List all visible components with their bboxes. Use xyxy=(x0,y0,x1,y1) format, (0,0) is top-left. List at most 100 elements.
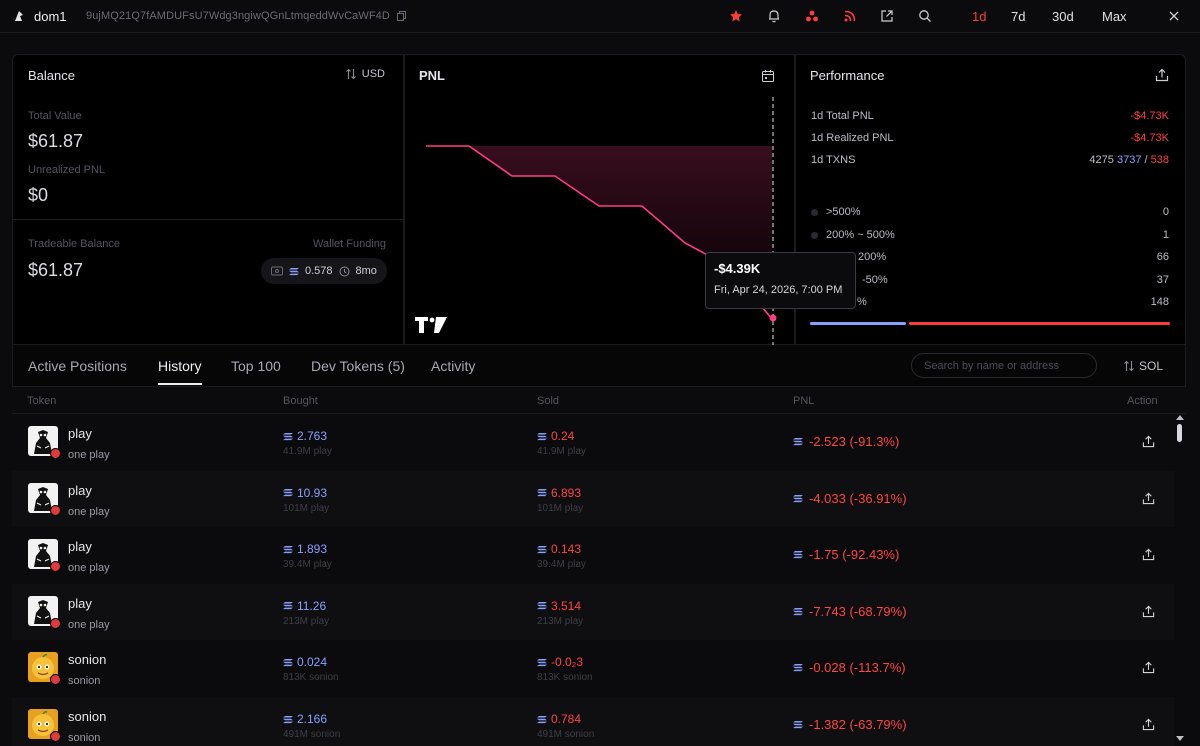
share-icon[interactable] xyxy=(1142,605,1155,618)
bucket-row: -50% 37 xyxy=(811,274,1169,286)
table-row[interactable]: play one play 10.93 101M play 6.893 101M play… xyxy=(12,470,1174,527)
sold-amount: 0.24 xyxy=(537,429,574,443)
search-icon[interactable] xyxy=(918,9,932,23)
platform-badge-icon xyxy=(50,731,61,742)
rss-icon[interactable] xyxy=(843,9,857,23)
app-logo-icon xyxy=(15,11,23,21)
currency-label: USD xyxy=(361,68,385,80)
range-7d[interactable]: 7d xyxy=(1011,9,1026,24)
bucket-count: 37 xyxy=(1156,274,1169,286)
header-token: Token xyxy=(27,395,57,407)
copy-icon[interactable] xyxy=(397,11,406,21)
token-name[interactable]: sonion xyxy=(68,652,107,668)
scrollbar-thumb[interactable] xyxy=(1177,424,1182,442)
bought-tokens: 41.9M play xyxy=(283,446,332,457)
sol-icon xyxy=(537,658,547,666)
platform-badge-icon xyxy=(50,617,61,629)
calendar-icon[interactable] xyxy=(761,69,775,83)
tab-top-100[interactable]: Top 100 xyxy=(231,358,281,374)
table-row[interactable]: play one play 1.893 39.4M play 0.143 39.4M pl… xyxy=(12,527,1174,583)
total-pnl-label: 1d Total PNL xyxy=(811,110,874,122)
swap-icon xyxy=(1124,360,1134,372)
token-avatar[interactable] xyxy=(28,595,58,626)
sol-icon xyxy=(793,607,803,615)
table-row[interactable]: play one play 11.26 213M play 3.514 213M play… xyxy=(12,583,1174,640)
sold-amount: 3.514 xyxy=(537,599,581,613)
sol-icon xyxy=(537,602,547,610)
bought-amount: 2.166 xyxy=(283,712,327,726)
scroll-down-icon[interactable] xyxy=(1176,736,1184,742)
currency-toggle[interactable]: USD xyxy=(345,68,385,80)
token-avatar[interactable] xyxy=(28,652,58,683)
range-30d[interactable]: 30d xyxy=(1052,9,1074,24)
realized-pnl-value: -$4.73K xyxy=(1130,132,1169,144)
sol-icon xyxy=(537,545,547,553)
sold-tokens: 41.9M play xyxy=(537,446,586,457)
total-pnl-value: -$4.73K xyxy=(1130,110,1169,122)
sol-icon xyxy=(283,432,293,440)
platform-badge-icon xyxy=(50,674,61,686)
tooltip-value: -$4.39K xyxy=(714,261,761,276)
history-table: play one play 2.763 41.9M play 0.24 41.9M pla… xyxy=(12,414,1186,746)
pnl-amount: -1.382 (-63.79%) xyxy=(793,717,907,732)
sold-tokens: 491M sonion xyxy=(537,729,595,740)
bucket-count: 66 xyxy=(1156,251,1169,263)
share-icon[interactable] xyxy=(1142,435,1155,448)
search-input[interactable] xyxy=(911,353,1097,378)
token-name[interactable]: play xyxy=(68,426,92,441)
token-avatar[interactable] xyxy=(28,709,58,739)
table-row[interactable]: play one play 2.763 41.9M play 0.24 41.9M pla… xyxy=(12,414,1174,470)
tooltip-date: Fri, Apr 24, 2026, 7:00 PM xyxy=(714,284,843,296)
tab-active-positions[interactable]: Active Positions xyxy=(28,358,127,374)
table-row[interactable]: sonion sonion 0.024 813K sonion -0.0₂3 813K s… xyxy=(12,640,1174,696)
share-icon[interactable] xyxy=(1142,492,1155,505)
pnl-tooltip: -$4.39K Fri, Apr 24, 2026, 7:00 PM xyxy=(705,252,856,309)
tab-dev-tokens[interactable]: Dev Tokens (5) xyxy=(311,358,405,374)
pnl-value: -7.743 (-68.79%) xyxy=(809,603,907,619)
pnl-title: PNL xyxy=(419,68,445,83)
bucket-row: 200% ~ 500% 1 xyxy=(811,229,1169,241)
top-bar: dom1 9ujMQ21Q7fAMDUFsU7Wdg3ngiwQGnLtmqed… xyxy=(0,0,1200,33)
range-max[interactable]: Max xyxy=(1102,9,1127,24)
realized-pnl-row: 1d Realized PNL -$4.73K xyxy=(811,132,1169,144)
share-icon[interactable] xyxy=(1155,68,1169,82)
swap-icon xyxy=(345,68,356,80)
scroll-up-icon[interactable] xyxy=(1176,414,1184,420)
share-icon[interactable] xyxy=(1142,718,1155,731)
bell-icon[interactable] xyxy=(767,9,781,23)
bought-value: 0.024 xyxy=(297,655,328,670)
token-name[interactable]: play xyxy=(68,595,92,611)
platform-badge-icon xyxy=(50,561,61,573)
unit-label: SOL xyxy=(1139,359,1164,373)
bought-value: 1.893 xyxy=(297,542,328,557)
tab-activity[interactable]: Activity xyxy=(431,358,476,374)
token-name[interactable]: sonion xyxy=(68,709,107,724)
table-row[interactable]: sonion sonion 2.166 491M sonion 0.784 491M so… xyxy=(12,697,1174,746)
close-icon[interactable] xyxy=(1168,10,1180,22)
range-1d[interactable]: 1d xyxy=(972,9,987,24)
share-icon[interactable] xyxy=(1142,661,1155,674)
external-link-icon[interactable] xyxy=(880,9,894,23)
unit-toggle[interactable]: SOL xyxy=(1123,359,1163,373)
star-icon[interactable] xyxy=(729,9,743,23)
bought-amount: 1.893 xyxy=(283,542,327,556)
sold-value: 0.24 xyxy=(551,429,575,443)
divider xyxy=(13,219,403,220)
wallet-address: 9ujMQ21Q7fAMDUFsU7Wdg3ngiwQGnLtmqeddWvCa… xyxy=(86,10,390,22)
pnl-amount: -4.033 (-36.91%) xyxy=(793,491,907,506)
sol-icon xyxy=(537,432,547,440)
token-name[interactable]: play xyxy=(68,482,92,498)
share-icon[interactable] xyxy=(1142,548,1155,561)
tradeable-balance-label: Tradeable Balance xyxy=(28,238,120,250)
tab-history[interactable]: History xyxy=(158,358,202,374)
sol-icon xyxy=(537,489,547,497)
sold-tokens: 813K sonion xyxy=(537,672,593,684)
token-name[interactable]: play xyxy=(68,539,92,555)
cluster-icon[interactable] xyxy=(805,9,819,23)
pnl-amount: -7.743 (-68.79%) xyxy=(793,604,907,619)
bought-value: 2.763 xyxy=(297,429,328,443)
txns-separator: / xyxy=(1144,154,1148,166)
unrealized-pnl-value: $0 xyxy=(28,185,49,205)
pnl-area xyxy=(426,146,772,319)
wallet-funding-chip[interactable]: 0.578 8mo xyxy=(261,258,387,284)
